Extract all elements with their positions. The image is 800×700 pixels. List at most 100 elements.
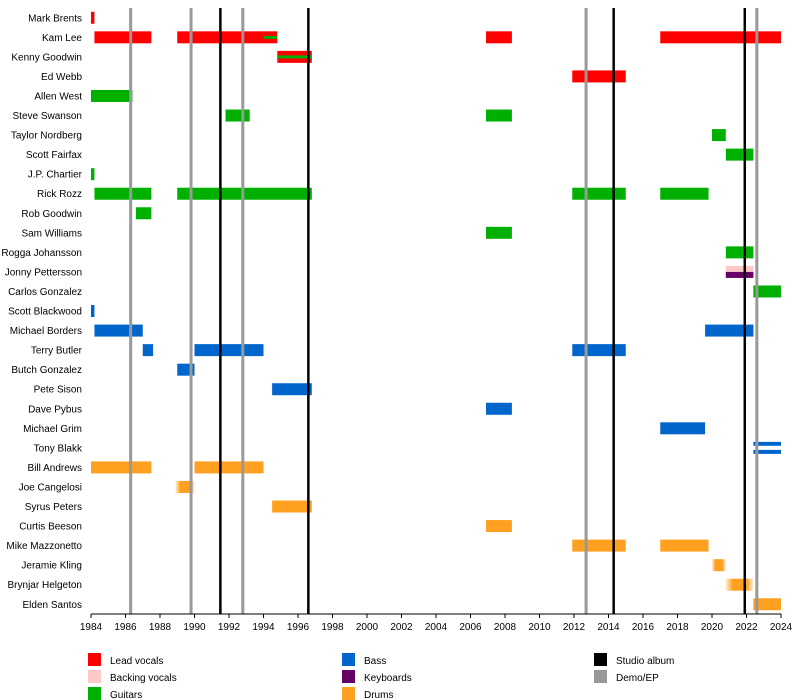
x-tick-label: 2008 [494,622,517,633]
membership-bar [177,187,312,200]
x-tick-label: 2002 [390,622,413,633]
legend-swatch [88,670,101,683]
x-tick-label: 1986 [114,622,137,633]
member-name-label: Mark Brents [28,13,82,24]
membership-bar-stripe [725,271,754,278]
membership-bar [572,539,626,552]
x-tick-label: 1996 [287,622,310,633]
membership-bar [177,31,278,44]
membership-bar [91,89,133,102]
membership-bar [225,109,250,122]
member-name-label: Michael Grim [23,424,82,435]
membership-bar [142,344,154,357]
member-name-label: Scott Fairfax [26,150,82,161]
member-name-label: Allen West [34,91,82,102]
membership-bar [572,187,626,200]
member-name-label: Kam Lee [42,33,82,44]
x-tick-label: 2016 [632,622,655,633]
membership-bar-overlay [263,35,278,39]
membership-bar [725,246,754,259]
membership-bar [725,148,754,161]
membership-bar [725,578,754,591]
membership-bar [572,344,626,357]
x-tick-label: 2012 [563,622,586,633]
x-tick-label: 2000 [356,622,379,633]
legend-label: Lead vocals [110,656,163,667]
x-tick-label: 1992 [218,622,241,633]
legend-label: Backing vocals [110,673,177,684]
membership-bar [486,226,512,239]
membership-bar [135,207,152,220]
x-tick-label: 2018 [666,622,689,633]
membership-bar [91,168,95,181]
member-name-label: Sam Williams [21,228,82,239]
membership-bar [94,324,143,337]
x-tick-label: 2014 [597,622,620,633]
x-tick-label: 1990 [183,622,206,633]
member-name-label: Syrus Peters [25,502,82,513]
member-name-label: Steve Swanson [13,111,83,122]
legend-label: Studio album [616,656,674,667]
membership-bar [572,70,626,83]
legend-swatch [594,653,607,666]
membership-bar [660,187,709,200]
member-name-label: Kenny Goodwin [11,52,82,63]
membership-bar [194,344,264,357]
member-name-label: Jeramie Kling [21,561,82,572]
member-name-label: Joe Cangelosi [19,482,82,493]
member-name-label: Curtis Beeson [19,522,82,533]
legend-swatch [88,687,101,700]
membership-bar-overlay [277,55,312,59]
x-tick-label: 1998 [321,622,344,633]
legend-label: Demo/EP [616,673,659,684]
membership-bar [486,109,512,122]
membership-bar [272,383,312,396]
membership-bar-stripe [753,449,781,454]
member-name-label: Rogga Johansson [1,248,82,259]
member-name-label: Tony Blakk [34,443,83,454]
membership-bar [660,31,781,44]
member-name-label: Terry Butler [31,346,83,357]
membership-bar [712,559,726,572]
member-name-label: Ed Webb [41,72,82,83]
x-tick-label: 2006 [459,622,482,633]
membership-bar [91,305,95,318]
membership-bar [486,31,512,44]
membership-bar [94,187,152,200]
membership-bar [705,324,754,337]
legend-label: Drums [364,690,393,700]
x-tick-label: 2022 [735,622,758,633]
legend-swatch [88,653,101,666]
membership-bar [712,129,726,142]
member-name-label: Bill Andrews [28,463,82,474]
member-name-label: Mike Mazzonetto [6,541,82,552]
member-name-label: Rob Goodwin [21,209,82,220]
membership-bar [91,11,95,24]
member-name-label: Brynjar Helgeton [8,580,82,591]
legend-label: Keyboards [364,673,412,684]
membership-bar [486,520,512,533]
x-tick-label: 2024 [770,622,793,633]
legend-label: Bass [364,656,386,667]
member-name-label: Dave Pybus [28,404,82,415]
legend-swatch [342,653,355,666]
member-name-label: Pete Sison [34,385,82,396]
member-name-label: Jonny Pettersson [5,267,82,278]
legend-swatch [594,670,607,683]
member-name-label: Michael Borders [10,326,82,337]
member-name-label: Elden Santos [23,600,83,611]
legend-swatch [342,687,355,700]
membership-bar-stripe [753,441,781,446]
x-tick-label: 2004 [425,622,448,633]
membership-bar [91,461,152,474]
membership-bar [660,539,709,552]
membership-bar [753,285,781,298]
x-tick-label: 1994 [252,622,275,633]
member-name-label: Butch Gonzalez [11,365,82,376]
member-name-label: Taylor Nordberg [11,131,82,142]
membership-bar [194,461,264,474]
legend-label: Guitars [110,690,142,700]
x-tick-label: 2020 [701,622,724,633]
membership-bar [660,422,706,435]
